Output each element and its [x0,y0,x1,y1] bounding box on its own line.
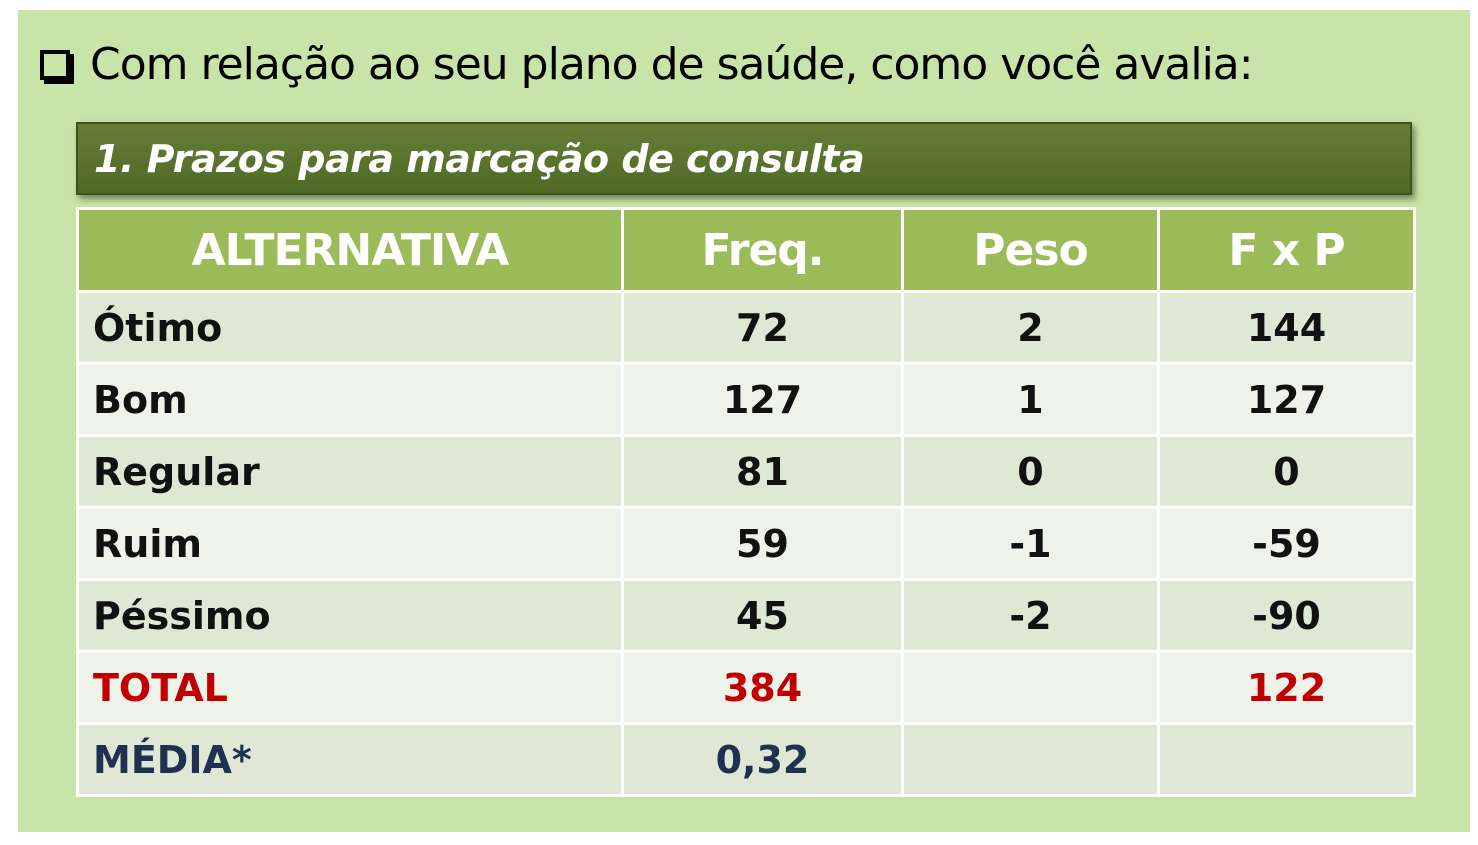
cell-fxp: 127 [1157,362,1416,437]
row-label: Ótimo [76,290,624,365]
row-label: Ruim [76,506,624,581]
header-peso: Peso [901,207,1160,293]
title-text: Com relação ao seu plano de saúde, como … [90,38,1254,90]
section-banner: 1. Prazos para marcação de consulta [76,122,1412,195]
cell-peso: -2 [901,578,1160,653]
cell-freq: 45 [621,578,904,653]
cell-freq: 59 [621,506,904,581]
cell-peso: 0 [901,434,1160,509]
media-fxp [1157,722,1416,797]
total-peso [901,650,1160,725]
slide: Com relação ao seu plano de saúde, como … [18,10,1470,832]
media-peso [901,722,1160,797]
cell-peso: 2 [901,290,1160,365]
table-row: Ótimo 72 2 144 [76,290,1416,365]
header-alternativa: ALTERNATIVA [76,207,624,293]
total-label: TOTAL [76,650,624,725]
cell-fxp: -59 [1157,506,1416,581]
banner-text: 1. Prazos para marcação de consulta [94,136,865,181]
cell-fxp: 144 [1157,290,1416,365]
header-fxp: F x P [1157,207,1416,293]
row-label: Péssimo [76,578,624,653]
total-row: TOTAL 384 122 [76,650,1416,725]
cell-freq: 81 [621,434,904,509]
cell-freq: 72 [621,290,904,365]
header-freq: Freq. [621,207,904,293]
row-label: Regular [76,434,624,509]
slide-title: Com relação ao seu plano de saúde, como … [40,24,1254,104]
cell-fxp: -90 [1157,578,1416,653]
cell-freq: 127 [621,362,904,437]
total-fxp: 122 [1157,650,1416,725]
table-row: Regular 81 0 0 [76,434,1416,509]
table-row: Bom 127 1 127 [76,362,1416,437]
results-table: ALTERNATIVA Freq. Peso F x P Ótimo 72 2 … [76,207,1416,797]
cell-peso: -1 [901,506,1160,581]
checkbox-bullet-icon [40,50,70,80]
cell-peso: 1 [901,362,1160,437]
table-header-row: ALTERNATIVA Freq. Peso F x P [76,207,1416,293]
total-freq: 384 [621,650,904,725]
table-row: Ruim 59 -1 -59 [76,506,1416,581]
cell-fxp: 0 [1157,434,1416,509]
media-value: 0,32 [621,722,904,797]
media-row: MÉDIA* 0,32 [76,722,1416,797]
row-label: Bom [76,362,624,437]
table-row: Péssimo 45 -2 -90 [76,578,1416,653]
media-label: MÉDIA* [76,722,624,797]
